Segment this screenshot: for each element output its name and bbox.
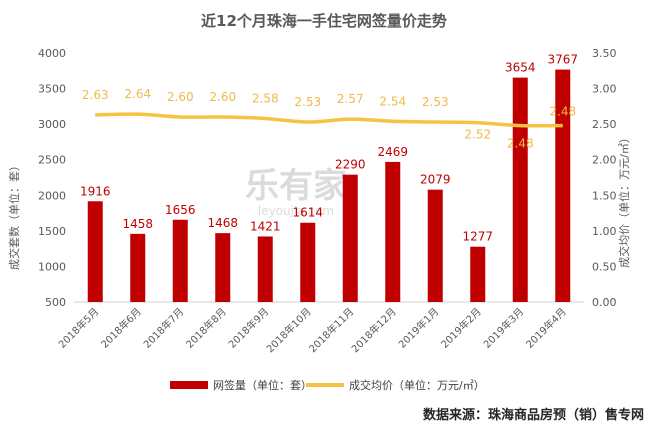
price-value-label: 2.48: [549, 105, 576, 119]
price-value-label: 2.52: [464, 128, 491, 142]
bar: [257, 236, 273, 302]
watermark-logo: 乐有家 leyoujia.com: [245, 166, 347, 218]
legend-label-bar: 网签量（单位：套）: [213, 378, 312, 392]
x-tick-label: 2019年3月: [481, 305, 527, 351]
x-tick-label: 2018年6月: [98, 305, 144, 351]
right-y-axis: 0.00 0.50 1.00 1.50 2.00 2.50 3.00 3.50: [592, 47, 617, 309]
x-tick-label: 2018年7月: [141, 305, 187, 351]
bar: [342, 174, 358, 302]
x-tick-label: 2019年1月: [396, 305, 442, 351]
left-tick-label: 3500: [38, 83, 66, 96]
right-tick-label: 0.50: [592, 260, 617, 273]
price-line: [95, 112, 563, 128]
bar: [172, 219, 188, 302]
left-y-axis: 500 1000 1500 2000 2500 3000 3500 4000: [38, 47, 66, 309]
bar-value-label: 2290: [335, 158, 366, 172]
bar: [130, 233, 146, 302]
price-line-series: [95, 112, 563, 128]
bar: [215, 233, 231, 302]
bar-value-label: 1468: [207, 216, 238, 230]
bar: [555, 69, 571, 302]
x-tick-label: 2019年4月: [523, 305, 569, 351]
bar-value-label: 3767: [547, 53, 578, 67]
bar: [385, 161, 401, 302]
data-source-footer: 数据来源：珠海商品房预（销）售专网: [423, 407, 644, 423]
right-tick-label: 2.00: [592, 154, 617, 167]
bar: [87, 201, 103, 302]
price-value-label: 2.54: [379, 94, 406, 108]
price-data-labels: 2.63 2.64 2.60 2.60 2.58 2.53 2.57 2.54 2.53 2.52…: [82, 87, 576, 150]
price-value-label: 2.53: [294, 95, 321, 109]
bar-value-label: 1277: [462, 230, 493, 244]
bar-value-label: 1458: [122, 217, 153, 231]
chart-title: 近12个月珠海一手住宅网签量价走势: [201, 12, 447, 30]
left-tick-label: 1500: [38, 225, 66, 238]
bar-value-label: 1614: [292, 206, 323, 220]
bar: [470, 246, 486, 302]
price-value-label: 2.58: [252, 91, 279, 105]
x-tick-label: 2018年9月: [226, 305, 272, 351]
right-tick-label: 1.00: [592, 225, 617, 238]
bar-series: [87, 69, 571, 303]
right-tick-label: 1.50: [592, 189, 617, 202]
price-value-label: 2.63: [82, 88, 109, 102]
svg-text:leyoujia.com: leyoujia.com: [258, 204, 334, 218]
price-value-label: 2.60: [209, 90, 236, 104]
bar: [427, 189, 443, 302]
bar-value-label: 2079: [420, 173, 451, 187]
left-tick-label: 1000: [38, 260, 66, 273]
price-value-label: 2.57: [337, 92, 364, 106]
svg-text:乐有家: 乐有家: [245, 166, 347, 206]
bar-value-label: 1916: [80, 184, 111, 198]
right-tick-label: 3.00: [592, 83, 617, 96]
bar-value-label: 3654: [505, 61, 536, 75]
left-axis-title: 成交套数（单位：套）: [7, 160, 21, 270]
price-value-label: 2.48: [507, 137, 534, 151]
right-tick-label: 3.50: [592, 47, 617, 60]
left-tick-label: 3000: [38, 118, 66, 131]
bar: [512, 77, 528, 303]
legend-swatch-bar: [170, 381, 208, 389]
right-axis-title: 成交均价（单位：万元/㎡）: [617, 132, 631, 268]
price-value-label: 2.64: [124, 87, 151, 101]
right-tick-label: 0.00: [592, 296, 617, 309]
x-tick-label: 2018年5月: [56, 305, 102, 351]
x-tick-label: 2018年12月: [349, 305, 399, 355]
price-value-label: 2.53: [422, 95, 449, 109]
bar-data-labels: 1916 1458 1656 1468 1421 1614 2290 2469 2079 1277…: [80, 53, 578, 244]
bar: [300, 222, 316, 302]
bar-value-label: 1656: [165, 203, 196, 217]
left-tick-label: 2500: [38, 154, 66, 167]
legend-label-line: 成交均价（单位：万元/㎡）: [349, 378, 485, 392]
left-tick-label: 2000: [38, 189, 66, 202]
x-tick-label: 2018年8月: [183, 305, 229, 351]
bar-value-label: 1421: [250, 219, 281, 233]
bar-value-label: 2469: [377, 145, 408, 159]
right-tick-label: 2.50: [592, 118, 617, 131]
x-tick-label: 2019年2月: [438, 305, 484, 351]
left-tick-label: 500: [45, 296, 66, 309]
legend: 网签量（单位：套） 成交均价（单位：万元/㎡）: [170, 378, 485, 392]
left-tick-label: 4000: [38, 47, 66, 60]
price-value-label: 2.60: [167, 90, 194, 104]
